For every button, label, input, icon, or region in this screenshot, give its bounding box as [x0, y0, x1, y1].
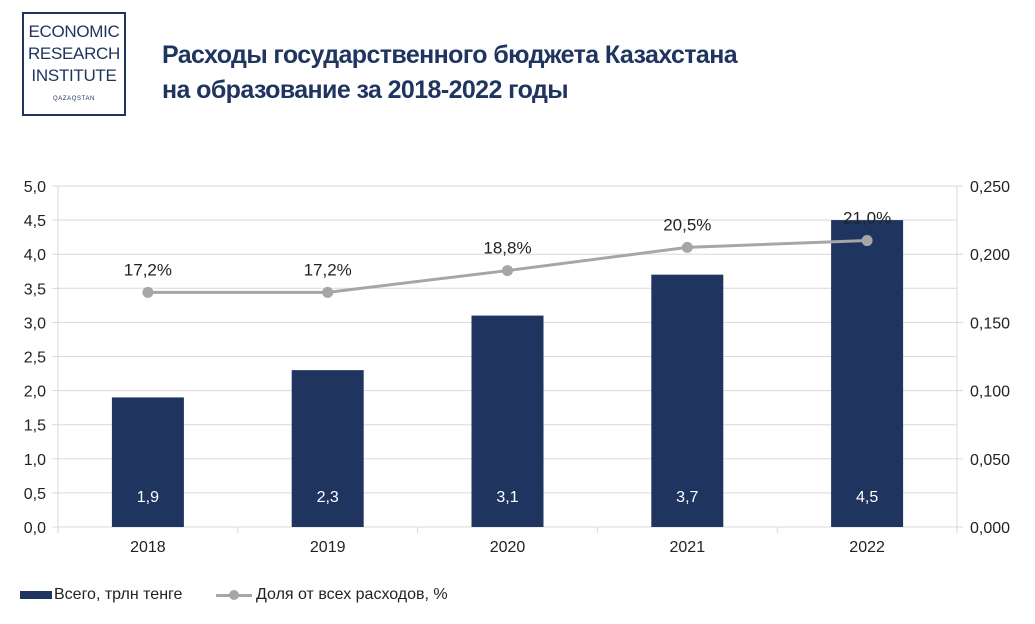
x-axis-tick-label: 2021 [670, 539, 706, 556]
bar-value-label: 3,7 [676, 489, 698, 506]
bar [111, 397, 184, 527]
legend-label-share: Доля от всех расходов, % [256, 586, 448, 603]
share-point-label: 17,2% [124, 260, 172, 279]
legend-item-total: Всего, трлн тенге [20, 582, 182, 608]
share-point [502, 265, 513, 277]
x-axis-tick-label: 2020 [490, 539, 526, 556]
left-axis-tick-label: 4,0 [24, 247, 46, 264]
bars [111, 220, 904, 527]
logo-line-economic: ECONOMIC [28, 22, 120, 41]
left-axis-tick-label: 1,0 [24, 452, 46, 469]
share-point [142, 286, 154, 298]
share-point-label: 17,2% [304, 260, 352, 279]
legend-label-total: Всего, трлн тенге [54, 586, 183, 603]
right-axis-tick-label: 0,100 [970, 384, 1010, 401]
legend-item-share: Доля от всех расходов, % [216, 582, 448, 608]
legend-line-swatch [216, 585, 252, 605]
legend: Всего, трлн тенге Доля от всех расходов,… [0, 582, 600, 612]
left-axis-tick-label: 0,0 [24, 520, 46, 537]
left-axis-tick-label: 2,5 [24, 350, 46, 367]
share-point-label: 21,0% [843, 209, 891, 228]
x-axis-tick-label: 2018 [130, 539, 166, 556]
bar [651, 274, 724, 527]
logo-line-research: RESEARCH [27, 44, 121, 63]
right-axis-tick-label: 0,250 [970, 179, 1010, 196]
bar [471, 315, 544, 527]
share-point [322, 286, 334, 298]
right-axis-tick-label: 0,050 [970, 452, 1010, 469]
share-point-label: 18,8% [483, 239, 531, 258]
share-point [681, 241, 693, 253]
right-axis-tick-label: 0,200 [970, 247, 1010, 264]
left-axis-tick-label: 3,0 [24, 315, 46, 332]
x-axis-tick-label: 2019 [310, 539, 346, 556]
share-point [861, 235, 873, 247]
bar-value-label: 2,3 [317, 489, 339, 506]
left-axis-tick-label: 5,0 [24, 179, 46, 196]
logo-subtitle: QAZAQSTAN [53, 96, 95, 102]
logo-line-institute: INSTITUTE [31, 66, 117, 85]
share-point-label: 20,5% [663, 215, 711, 234]
chart-title: Расходы государственного бюджета Казахст… [162, 38, 738, 108]
chart-title-line-1: Расходы государственного бюджета Казахст… [162, 41, 738, 69]
left-axis-tick-label: 4,5 [24, 213, 46, 230]
legend-bar-swatch [20, 591, 52, 599]
x-axis-tick-label: 2022 [849, 539, 885, 556]
chart-title-line-2: на образование за 2018-2022 годы [162, 76, 569, 104]
left-axis-tick-label: 1,5 [24, 418, 46, 435]
bar [291, 370, 364, 527]
bar-value-label: 4,5 [856, 489, 878, 506]
data-labels: 1,9 2,3 3,1 3,7 4,5 17,2% 17,2% 18,8% 20,5% 21,0% [124, 209, 891, 506]
bar-value-label: 1,9 [137, 489, 159, 506]
right-axis-tick-label: 0,000 [970, 520, 1010, 537]
share-line [142, 235, 873, 298]
left-axis-tick-label: 0,5 [24, 486, 46, 503]
left-axis-tick-label: 3,5 [24, 281, 46, 298]
right-axis-tick-label: 0,150 [970, 315, 1010, 332]
bar [831, 220, 904, 527]
logo: ECONOMIC RESEARCH INSTITUTE QAZAQSTAN [22, 12, 126, 116]
left-axis-tick-label: 2,0 [24, 384, 46, 401]
bar-value-label: 3,1 [496, 489, 518, 506]
axes: 0,0 0,5 1,0 1,5 2,0 2,5 3,0 3,5 4,0 4,5 5,0 0,000 0,… [24, 179, 1010, 556]
